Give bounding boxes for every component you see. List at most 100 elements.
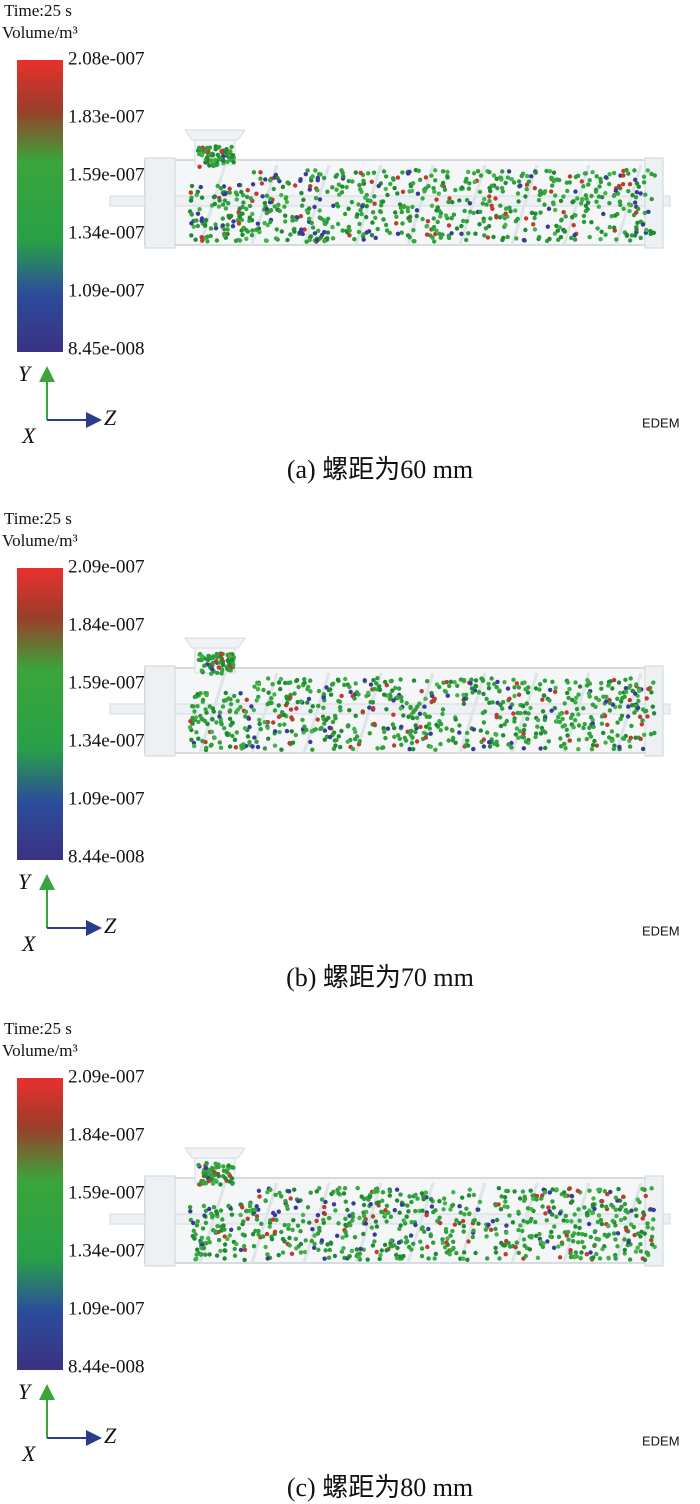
particle (254, 1204, 259, 1209)
particle (231, 219, 236, 224)
particle (509, 177, 514, 182)
particle (446, 199, 451, 205)
particle (399, 209, 404, 215)
particle (236, 182, 242, 188)
particle (350, 1214, 356, 1219)
particle (200, 697, 206, 703)
particle (551, 1205, 556, 1210)
particle (520, 1189, 526, 1194)
particle (195, 704, 200, 709)
particle (448, 1233, 453, 1238)
particle (279, 1229, 284, 1235)
particle (220, 704, 226, 709)
particle (298, 214, 304, 219)
particle (260, 194, 265, 199)
particle (617, 199, 623, 204)
particle (294, 706, 299, 711)
particle (508, 705, 513, 710)
particle (360, 204, 365, 209)
colorbar-label: 2.09e-007 (68, 1066, 145, 1087)
particle (240, 232, 245, 237)
particle (622, 1201, 628, 1207)
particle (259, 1221, 264, 1226)
particle (514, 1240, 519, 1245)
particle (276, 714, 282, 719)
particle (437, 1215, 442, 1220)
particle (294, 677, 300, 683)
particle (298, 699, 304, 704)
particle (208, 226, 214, 231)
particle (191, 704, 196, 709)
particle (418, 177, 423, 182)
particle (461, 692, 466, 698)
particle (506, 169, 512, 174)
particle (195, 211, 201, 216)
particle (216, 1237, 222, 1243)
particle (546, 739, 551, 744)
particle (243, 227, 249, 233)
particle (198, 713, 203, 719)
particle (470, 690, 475, 695)
particle (192, 743, 197, 749)
particle (638, 1234, 643, 1239)
particle (526, 711, 531, 716)
particle (425, 679, 430, 684)
particle (544, 238, 550, 244)
particle (557, 225, 562, 230)
particle (598, 176, 603, 182)
particle (331, 203, 336, 208)
particle (466, 231, 471, 236)
hopper (184, 1147, 246, 1159)
particle (328, 687, 333, 692)
particle (333, 743, 338, 748)
particle (562, 1230, 568, 1235)
particle (571, 223, 576, 228)
particle (422, 704, 427, 709)
particle (428, 1233, 433, 1239)
particle (507, 205, 512, 210)
particle (354, 1247, 359, 1252)
particle (451, 212, 457, 217)
particle (568, 1248, 573, 1253)
volume-label: Volume/m³ (2, 1041, 78, 1060)
particle (629, 723, 634, 729)
particle (645, 1221, 650, 1226)
particle (551, 201, 556, 207)
particle (599, 1203, 605, 1208)
particle (302, 724, 307, 729)
particle (279, 229, 284, 234)
particle (251, 170, 257, 175)
particle (615, 733, 620, 738)
particle (199, 657, 204, 663)
particle (576, 747, 581, 752)
particle (607, 172, 612, 177)
particle (535, 724, 540, 729)
particle (600, 1199, 605, 1204)
particle (499, 1194, 504, 1199)
particle (315, 175, 320, 181)
particle (437, 1199, 442, 1204)
particle (642, 1257, 648, 1263)
particle (223, 206, 229, 211)
particle (449, 231, 454, 236)
particle (240, 211, 245, 216)
particle (508, 1244, 513, 1249)
particle (523, 687, 528, 692)
particle (309, 729, 314, 734)
particle (471, 210, 476, 216)
particle (226, 696, 231, 701)
particle (375, 746, 380, 751)
particle (194, 1252, 199, 1257)
particle (423, 175, 429, 180)
particle (312, 1245, 317, 1250)
particle (392, 734, 397, 739)
particle (395, 191, 400, 196)
particle (325, 216, 331, 221)
particle (341, 1191, 347, 1196)
particle (480, 201, 485, 206)
particle (228, 702, 234, 707)
particle (340, 184, 345, 189)
particle (336, 1191, 341, 1196)
particle (280, 1250, 286, 1255)
particle (532, 186, 537, 191)
